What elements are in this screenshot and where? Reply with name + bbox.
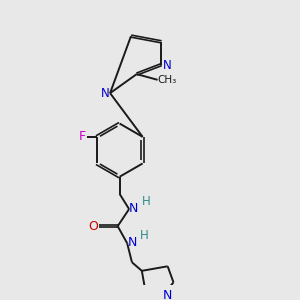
Text: N: N: [101, 87, 110, 100]
Text: H: H: [140, 229, 149, 242]
Text: N: N: [163, 289, 172, 300]
Text: H: H: [142, 195, 151, 208]
Text: F: F: [79, 130, 86, 143]
Text: O: O: [88, 220, 98, 233]
Text: N: N: [163, 59, 172, 72]
Text: N: N: [127, 236, 136, 249]
Text: N: N: [129, 202, 139, 214]
Text: CH₃: CH₃: [158, 75, 177, 85]
